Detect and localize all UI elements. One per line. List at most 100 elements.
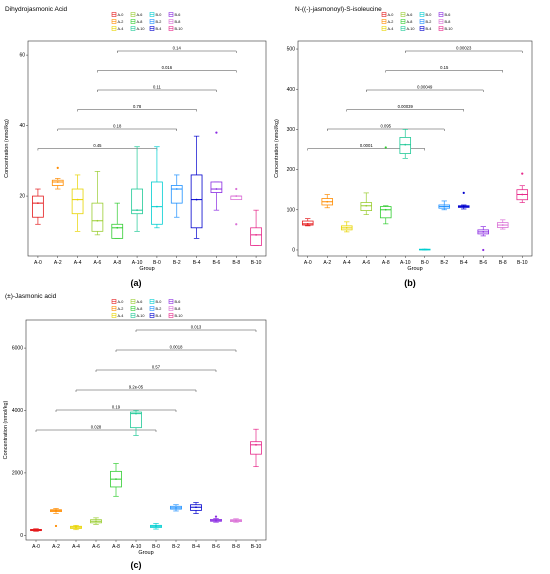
x-tick-label: B-10 — [517, 260, 528, 266]
legend-label: B-2 — [426, 20, 432, 24]
panel-c-plot: 0 2000 4000 6000 Concentration (nmol/kg) A-0 A… — [3, 319, 267, 556]
legend-label: A-6 — [137, 13, 143, 17]
legend-label: B-10 — [175, 27, 183, 31]
comparison-pvalue: 0.15 — [440, 65, 449, 70]
comparison-bracket — [57, 128, 177, 131]
comparison-pvalue: 0.016 — [162, 65, 173, 70]
comparison-bracket — [77, 109, 197, 112]
comparison-bracket — [327, 128, 445, 131]
box-body — [91, 202, 104, 232]
y-axis-title: Concentration (nmol/kg) — [4, 119, 10, 178]
box-point — [235, 519, 237, 522]
x-tick-label: A-10 — [131, 544, 142, 550]
box-point — [462, 205, 465, 208]
legend-label: B-6 — [175, 300, 181, 304]
comparison-pvalue: 0.11 — [153, 85, 162, 90]
comparison-pvalue: 0.00049 — [417, 85, 433, 90]
x-tick-label: A-4 — [72, 544, 80, 550]
x-tick-label: A-2 — [323, 260, 331, 266]
comparison-bracket — [366, 89, 484, 92]
x-tick-label: B-8 — [232, 544, 240, 550]
comparison-pvalue: 0.0018 — [170, 345, 183, 350]
box-point — [235, 195, 238, 197]
x-tick-label: A-10 — [132, 260, 143, 266]
legend-label: A-2 — [388, 20, 394, 24]
x-tick-label: A-10 — [400, 260, 411, 266]
box-point — [521, 193, 524, 196]
x-tick-label: B-8 — [499, 260, 507, 266]
x-tick-label: A-2 — [52, 544, 60, 550]
box-point — [155, 525, 157, 528]
x-tick-label: B-2 — [173, 260, 181, 266]
x-tick-label: B-6 — [479, 260, 487, 266]
box-point — [95, 520, 97, 523]
legend-label: A-4 — [118, 314, 124, 318]
y-axis-title: Concentration (nmol/kg) — [274, 119, 280, 178]
legend-label: B-6 — [175, 13, 181, 17]
legend-label: B-8 — [175, 20, 181, 24]
x-tick-label: B-0 — [152, 544, 160, 550]
legend-label: B-2 — [156, 20, 162, 24]
comparison-pvalue: 0.028 — [91, 425, 102, 430]
panel-b-title: N-((-)-jasmonoyl)-S-isoleucine — [295, 6, 382, 13]
y-tick-label: 20 — [19, 194, 25, 200]
panel-a: Dihydrojasmonic Acid A-0 A-6 B-0 B-6 A-2 A-8 B… — [4, 6, 267, 288]
box-point — [255, 233, 257, 236]
x-tick-label: B-10 — [251, 260, 262, 266]
panel-b-legend: A-0 A-6 B-0 B-6 A-2 A-8 B-2 B-8 A-4 A-10 B-4 B-10 — [381, 12, 453, 31]
box-point — [135, 412, 137, 415]
box-point — [306, 222, 309, 225]
box-point — [423, 248, 426, 251]
y-tick-label: 500 — [287, 47, 296, 53]
legend-label: A-4 — [388, 27, 394, 31]
x-axis-title: Group — [139, 266, 154, 272]
box-body — [111, 223, 124, 239]
comparison-bracket — [346, 109, 464, 112]
comparison-pvalue: 0.45 — [93, 143, 102, 148]
box-outlier — [56, 166, 59, 169]
x-tick-label: B-4 — [192, 544, 200, 550]
box-point — [37, 202, 39, 205]
legend-label: B-4 — [156, 27, 162, 31]
box-body — [250, 441, 262, 455]
legend-label: B-0 — [426, 13, 432, 17]
x-axis-title: Group — [138, 550, 153, 556]
legend-label: A-10 — [137, 314, 145, 318]
comparison-bracket — [35, 429, 157, 432]
box-point — [326, 200, 329, 203]
comparison-bracket — [117, 50, 237, 53]
box-body — [210, 181, 223, 193]
box-point — [195, 198, 198, 201]
box-point — [175, 188, 178, 190]
box-point — [75, 526, 77, 529]
legend-label: A-8 — [137, 20, 143, 24]
x-tick-label: B-8 — [232, 260, 240, 266]
box-body — [190, 174, 203, 229]
legend-label: A-2 — [118, 307, 124, 311]
legend-label: A-0 — [118, 13, 124, 17]
box-body — [131, 188, 143, 215]
box-body — [250, 227, 262, 246]
comparison-pvalue: 0.095 — [381, 124, 392, 129]
box-point — [115, 478, 117, 481]
comparison-bracket — [55, 409, 177, 412]
comparison-bracket — [75, 389, 197, 392]
x-tick-label: A-6 — [94, 260, 102, 266]
comparison-bracket — [115, 349, 237, 352]
x-tick-label: B-0 — [421, 260, 429, 266]
y-tick-label: 0 — [20, 533, 23, 539]
x-tick-label: A-0 — [34, 260, 42, 266]
comparison-pvalue: 0.00023 — [456, 46, 472, 51]
box-point — [215, 188, 218, 190]
legend-label: B-0 — [156, 13, 162, 17]
legend-label: A-6 — [407, 13, 413, 17]
y-tick-label: 100 — [287, 207, 296, 213]
x-tick-label: A-6 — [92, 544, 100, 550]
panel-c-legend: A-0 A-6 B-0 B-6 A-2 A-8 B-2 B-8 A-4 A-10 B-4 B-10 — [111, 299, 183, 318]
comparison-bracket — [95, 369, 217, 372]
x-tick-label: B-0 — [153, 260, 161, 266]
legend-label: A-0 — [388, 13, 394, 17]
box-point — [76, 198, 79, 201]
box-body — [151, 181, 163, 225]
legend-label: A-0 — [118, 300, 124, 304]
